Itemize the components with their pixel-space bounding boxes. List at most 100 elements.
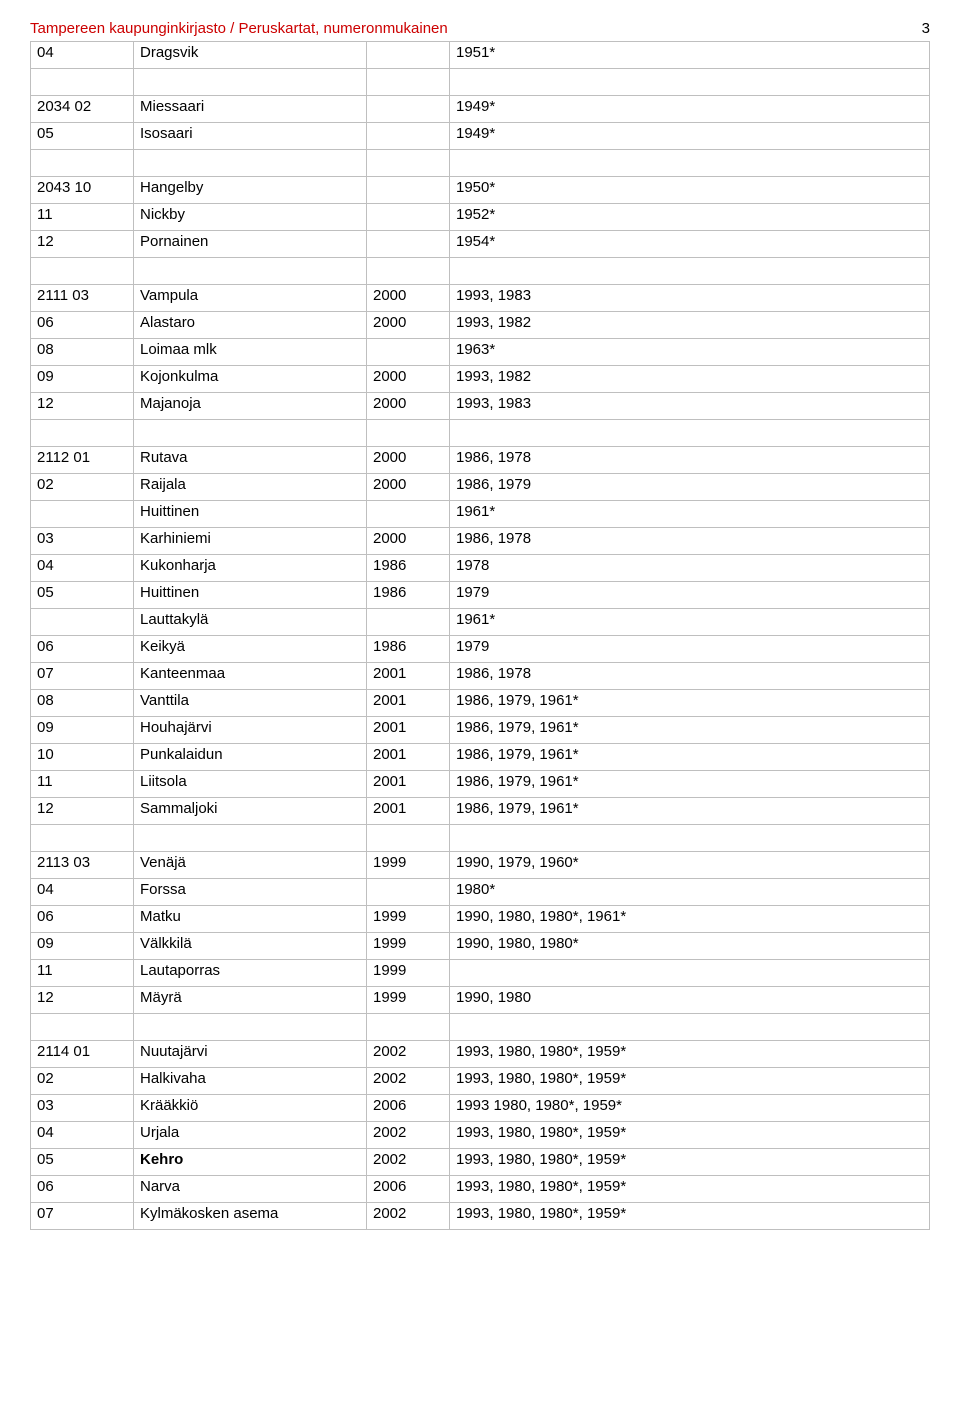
cell-c2: Dragsvik xyxy=(134,42,367,69)
table-row: 06Narva20061993, 1980, 1980*, 1959* xyxy=(31,1176,930,1203)
cell-c1: 06 xyxy=(31,906,134,933)
cell-c3 xyxy=(367,42,450,69)
cell-c1: 04 xyxy=(31,1122,134,1149)
table-row: 07Kylmäkosken asema20021993, 1980, 1980*… xyxy=(31,1203,930,1230)
table-row: 09Houhajärvi20011986, 1979, 1961* xyxy=(31,717,930,744)
table-row: 2111 03Vampula20001993, 1983 xyxy=(31,285,930,312)
table-row: 05Kehro20021993, 1980, 1980*, 1959* xyxy=(31,1149,930,1176)
cell-c3: 2001 xyxy=(367,717,450,744)
cell-c4: 1993, 1982 xyxy=(450,366,930,393)
cell-c2: Keikyä xyxy=(134,636,367,663)
cell-c3: 2001 xyxy=(367,663,450,690)
cell-c4: 1993, 1983 xyxy=(450,285,930,312)
page-number: 3 xyxy=(922,20,930,37)
cell-c3: 2001 xyxy=(367,798,450,825)
cell-c1: 06 xyxy=(31,312,134,339)
cell-c4: 1986, 1978 xyxy=(450,447,930,474)
table-row: 11Liitsola20011986, 1979, 1961* xyxy=(31,771,930,798)
cell-c3: 1999 xyxy=(367,960,450,987)
table-row xyxy=(31,420,930,447)
cell-c1: 05 xyxy=(31,582,134,609)
cell-c4: 1993, 1980, 1980*, 1959* xyxy=(450,1176,930,1203)
cell-c1: 2112 01 xyxy=(31,447,134,474)
table-row: 12Majanoja20001993, 1983 xyxy=(31,393,930,420)
cell-c2: Nickby xyxy=(134,204,367,231)
cell-c3: 1999 xyxy=(367,987,450,1014)
cell-c4: 1986, 1978 xyxy=(450,663,930,690)
cell-c2: Karhiniemi xyxy=(134,528,367,555)
cell-c2: Raijala xyxy=(134,474,367,501)
cell-c1: 05 xyxy=(31,1149,134,1176)
cell-c1: 2113 03 xyxy=(31,852,134,879)
cell-c3 xyxy=(367,609,450,636)
cell-c3: 1999 xyxy=(367,852,450,879)
table-row: 11Lautaporras1999 xyxy=(31,960,930,987)
cell-c3: 2000 xyxy=(367,285,450,312)
cell-c3: 2000 xyxy=(367,366,450,393)
cell-c4: 1986, 1978 xyxy=(450,528,930,555)
cell-c1: 08 xyxy=(31,690,134,717)
cell-c3: 1986 xyxy=(367,636,450,663)
table-row: 09Välkkilä19991990, 1980, 1980* xyxy=(31,933,930,960)
empty-cell xyxy=(134,420,367,447)
cell-c4: 1986, 1979, 1961* xyxy=(450,690,930,717)
cell-c4: 1986, 1979, 1961* xyxy=(450,717,930,744)
cell-c4: 1986, 1979, 1961* xyxy=(450,744,930,771)
cell-c4: 1993, 1982 xyxy=(450,312,930,339)
cell-c1: 12 xyxy=(31,987,134,1014)
table-row xyxy=(31,825,930,852)
cell-c4: 1990, 1980, 1980*, 1961* xyxy=(450,906,930,933)
empty-cell xyxy=(134,69,367,96)
table-row: 06Keikyä19861979 xyxy=(31,636,930,663)
table-row: 04Forssa1980* xyxy=(31,879,930,906)
table-row: 09Kojonkulma20001993, 1982 xyxy=(31,366,930,393)
cell-c1 xyxy=(31,501,134,528)
table-row: 08Vanttila20011986, 1979, 1961* xyxy=(31,690,930,717)
cell-c4: 1993, 1980, 1980*, 1959* xyxy=(450,1068,930,1095)
empty-cell xyxy=(450,1014,930,1041)
empty-cell xyxy=(134,825,367,852)
cell-c4: 1993, 1983 xyxy=(450,393,930,420)
cell-c1: 12 xyxy=(31,393,134,420)
cell-c3 xyxy=(367,204,450,231)
page-header: Tampereen kaupunginkirjasto / Peruskarta… xyxy=(30,20,930,37)
cell-c2: Kojonkulma xyxy=(134,366,367,393)
map-table: 04Dragsvik1951*2034 02Miessaari1949*05Is… xyxy=(30,41,930,1230)
cell-c1: 02 xyxy=(31,1068,134,1095)
table-row: 06Matku19991990, 1980, 1980*, 1961* xyxy=(31,906,930,933)
cell-c1: 12 xyxy=(31,231,134,258)
cell-c4: 1993, 1980, 1980*, 1959* xyxy=(450,1149,930,1176)
table-row: 08Loimaa mlk1963* xyxy=(31,339,930,366)
cell-c3 xyxy=(367,879,450,906)
cell-c1: 09 xyxy=(31,933,134,960)
table-row: 04Dragsvik1951* xyxy=(31,42,930,69)
table-row: 07Kanteenmaa20011986, 1978 xyxy=(31,663,930,690)
cell-c4: 1961* xyxy=(450,609,930,636)
table-row: 12Sammaljoki20011986, 1979, 1961* xyxy=(31,798,930,825)
table-row xyxy=(31,69,930,96)
cell-c3: 2000 xyxy=(367,312,450,339)
cell-c4: 1993, 1980, 1980*, 1959* xyxy=(450,1041,930,1068)
cell-c1 xyxy=(31,609,134,636)
table-row: Lauttakylä1961* xyxy=(31,609,930,636)
empty-cell xyxy=(31,420,134,447)
cell-c1: 04 xyxy=(31,879,134,906)
cell-c2: Kanteenmaa xyxy=(134,663,367,690)
table-row: 02Raijala20001986, 1979 xyxy=(31,474,930,501)
cell-c4: 1978 xyxy=(450,555,930,582)
cell-c4: 1986, 1979 xyxy=(450,474,930,501)
cell-c1: 02 xyxy=(31,474,134,501)
cell-c4: 1979 xyxy=(450,636,930,663)
cell-c3 xyxy=(367,501,450,528)
table-row xyxy=(31,150,930,177)
cell-c2: Kehro xyxy=(134,1149,367,1176)
cell-c3: 2002 xyxy=(367,1068,450,1095)
cell-c3: 2001 xyxy=(367,771,450,798)
cell-c3: 2002 xyxy=(367,1149,450,1176)
cell-c2: Sammaljoki xyxy=(134,798,367,825)
cell-c1: 2114 01 xyxy=(31,1041,134,1068)
cell-c1: 08 xyxy=(31,339,134,366)
cell-c4: 1993, 1980, 1980*, 1959* xyxy=(450,1203,930,1230)
empty-cell xyxy=(367,420,450,447)
empty-cell xyxy=(31,258,134,285)
